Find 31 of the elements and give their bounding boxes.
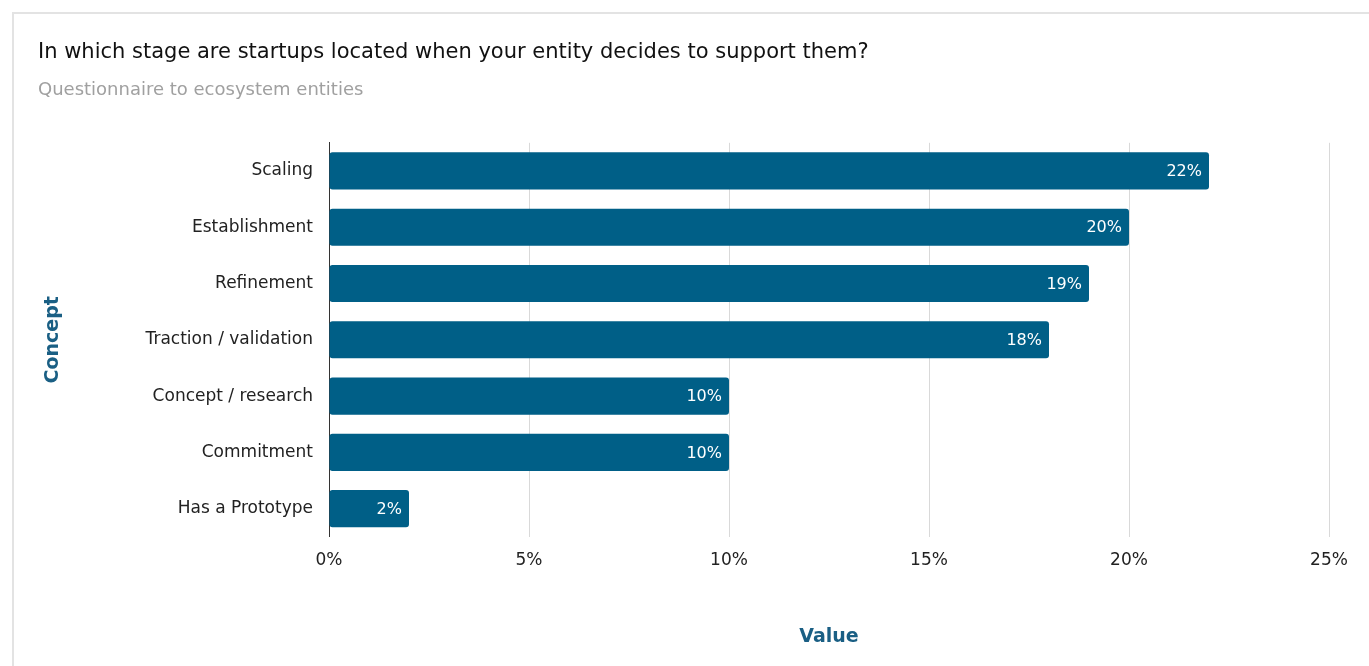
data-label: 19%	[1046, 273, 1082, 293]
y-tick-label: Concept / research	[152, 384, 313, 405]
data-label: 20%	[1086, 217, 1122, 237]
bar	[329, 208, 1129, 246]
data-label: 22%	[1166, 161, 1202, 181]
bar	[329, 152, 1209, 190]
x-tick-label: 10%	[710, 549, 748, 570]
x-tick-label: 5%	[515, 549, 543, 570]
bar	[329, 377, 729, 415]
chart-subtitle: Questionnaire to ecosystem entities	[38, 77, 364, 99]
x-tick-label: 15%	[910, 549, 948, 570]
x-axis-title: Value	[799, 623, 859, 646]
x-tick-label: 0%	[315, 549, 343, 570]
bar	[329, 264, 1089, 303]
y-tick-label: Has a Prototype	[177, 497, 313, 518]
y-tick-label: Refinement	[215, 271, 314, 292]
data-label: 10%	[686, 386, 722, 406]
bar	[329, 490, 409, 528]
x-tick-label: 20%	[1110, 549, 1148, 570]
chart-title: In which stage are startups located when your entity decides to support them?	[38, 39, 869, 64]
data-label: 2%	[376, 498, 402, 518]
bar	[329, 433, 729, 471]
bar	[329, 321, 1049, 359]
x-tick-label: 25%	[1310, 549, 1348, 570]
data-label: 10%	[686, 442, 722, 462]
y-axis-title: Concept	[40, 296, 63, 384]
y-tick-label: Commitment	[201, 440, 314, 461]
y-tick-label: Scaling	[251, 159, 313, 180]
data-label: 18%	[1006, 329, 1042, 349]
y-tick-label: Traction / validation	[144, 328, 313, 349]
y-tick-label: Establishment	[191, 215, 314, 236]
